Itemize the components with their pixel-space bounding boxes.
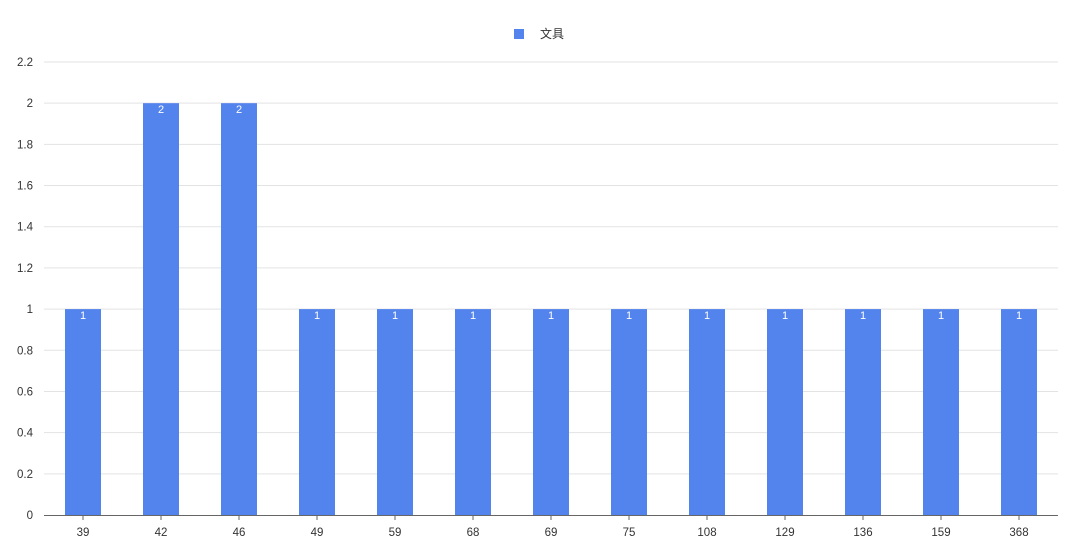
y-tick-label: 1.2 <box>17 263 33 275</box>
bar-data-label: 1 <box>470 310 476 322</box>
bar-data-label: 1 <box>548 310 554 322</box>
x-tick-label: 108 <box>697 527 716 539</box>
bar-data-label: 1 <box>704 310 710 322</box>
y-tick-label: 0.4 <box>17 428 34 440</box>
y-axis: 0 0.2 0.4 0.6 0.8 1 1.2 1.4 1.6 1.8 2 2.2 <box>17 57 34 522</box>
bar-data-label: 1 <box>938 310 944 322</box>
x-tick-label: 129 <box>775 527 794 539</box>
x-tick-label: 75 <box>623 527 636 539</box>
x-tick-label: 59 <box>389 527 402 539</box>
x-tick-label: 39 <box>77 527 90 539</box>
x-tick-label: 136 <box>853 527 872 539</box>
x-tick-label: 159 <box>931 527 950 539</box>
y-tick-label: 0.6 <box>17 386 33 398</box>
legend-label: 文具 <box>540 26 564 41</box>
bar-data-label: 1 <box>1016 310 1022 322</box>
y-tick-label: 1.8 <box>17 139 33 151</box>
bars: 1 2 2 1 1 1 1 1 1 1 1 1 1 <box>65 103 1037 515</box>
bar-data-label: 1 <box>80 310 86 322</box>
bar[interactable] <box>65 309 101 515</box>
bar-data-label: 1 <box>782 310 788 322</box>
bar[interactable] <box>767 309 803 515</box>
y-tick-label: 0.8 <box>17 345 33 357</box>
bar-data-label: 1 <box>392 310 398 322</box>
bar[interactable] <box>299 309 335 515</box>
y-tick-label: 1 <box>27 304 33 316</box>
bar[interactable] <box>923 309 959 515</box>
y-tick-label: 1.4 <box>17 222 34 234</box>
y-tick-label: 0.2 <box>17 469 33 481</box>
x-tick-label: 49 <box>311 527 324 539</box>
bar[interactable] <box>689 309 725 515</box>
x-axis: 39 42 46 49 59 68 69 75 108 129 136 159 368 <box>44 515 1058 539</box>
bar-data-label: 2 <box>236 104 242 116</box>
y-tick-label: 1.6 <box>17 181 33 193</box>
x-tick-label: 68 <box>467 527 480 539</box>
bar[interactable] <box>377 309 413 515</box>
x-tick-label: 42 <box>155 527 168 539</box>
x-tick-label: 69 <box>545 527 558 539</box>
bar-data-label: 1 <box>314 310 320 322</box>
bar[interactable] <box>221 103 257 515</box>
bar[interactable] <box>143 103 179 515</box>
y-tick-label: 2 <box>27 98 33 110</box>
bar[interactable] <box>611 309 647 515</box>
bar-data-label: 1 <box>626 310 632 322</box>
x-tick-label: 368 <box>1009 527 1028 539</box>
bar-data-label: 2 <box>158 104 164 116</box>
legend-swatch <box>514 29 524 39</box>
bar[interactable] <box>455 309 491 515</box>
bar[interactable] <box>845 309 881 515</box>
x-tick-label: 46 <box>233 527 246 539</box>
y-tick-label: 2.2 <box>17 57 33 69</box>
bar[interactable] <box>533 309 569 515</box>
legend[interactable]: 文具 <box>514 26 564 41</box>
bar-data-label: 1 <box>860 310 866 322</box>
y-tick-label: 0 <box>27 510 33 522</box>
bar[interactable] <box>1001 309 1037 515</box>
